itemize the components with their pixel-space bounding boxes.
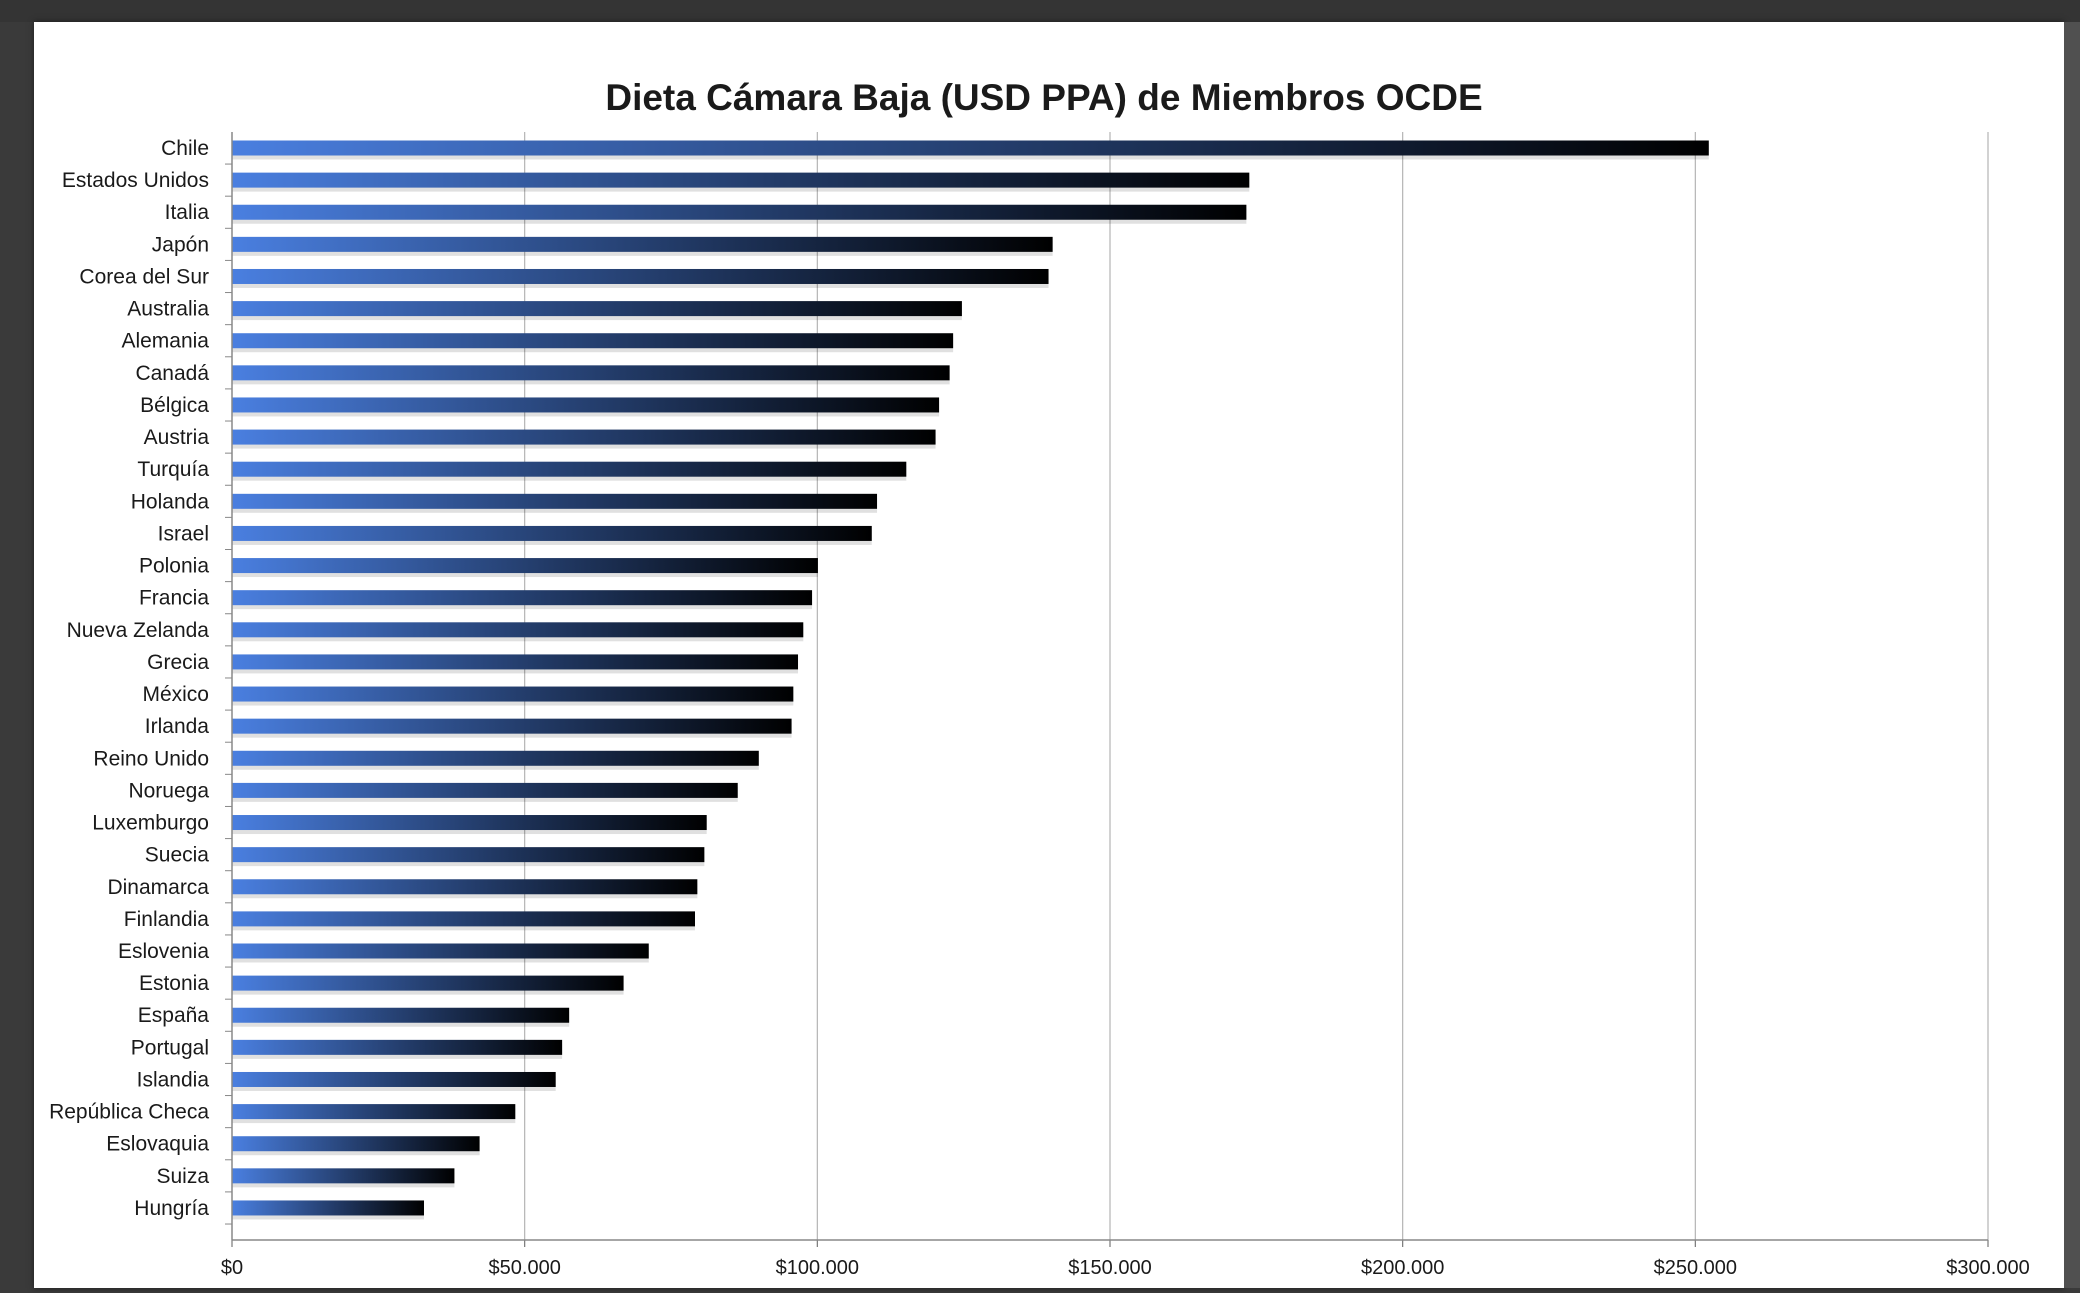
category-label: México [142, 683, 209, 706]
category-label: España [138, 1004, 210, 1027]
bar [232, 622, 804, 638]
category-label: Dinamarca [107, 876, 209, 899]
bar [232, 558, 818, 574]
category-label: Suecia [145, 844, 210, 867]
category-label: Italia [165, 201, 210, 224]
category-label: Polonia [139, 555, 209, 578]
bars [232, 140, 1709, 1220]
category-label: Eslovenia [118, 940, 209, 963]
category-label: Eslovaquia [106, 1133, 209, 1156]
bar [232, 1039, 563, 1055]
bar [232, 140, 1709, 156]
category-label: Finlandia [124, 908, 210, 931]
bar [232, 815, 707, 831]
bar [232, 1168, 455, 1184]
category-label: Islandia [137, 1068, 210, 1091]
bar [232, 365, 950, 381]
y-axis-labels: Chile Estados Unidos Italia Japón Corea del … [49, 137, 209, 1220]
bar [232, 847, 705, 863]
bar [232, 1200, 424, 1216]
x-tick-label: $300.000 [1946, 1257, 2029, 1279]
bar [232, 397, 940, 413]
bar [232, 268, 1049, 284]
bar [232, 461, 907, 477]
bar [232, 493, 878, 509]
x-tick-label: $50.000 [489, 1257, 561, 1279]
category-label: Irlanda [145, 715, 210, 738]
category-label: Hungría [134, 1197, 209, 1220]
bar [232, 429, 936, 445]
window-top-bar [0, 0, 2080, 22]
bar [232, 943, 649, 959]
bar [232, 204, 1247, 220]
bar [232, 333, 954, 349]
gridlines [524, 132, 1989, 1240]
category-label: Estados Unidos [62, 169, 209, 192]
category-label: Luxemburgo [92, 812, 209, 835]
category-label: Francia [139, 587, 209, 610]
category-label: Estonia [139, 972, 209, 995]
category-label: Chile [161, 137, 209, 160]
category-label: Australia [127, 298, 209, 321]
bar [232, 718, 792, 734]
category-label: Israel [158, 522, 209, 545]
category-label: Reino Unido [93, 747, 209, 770]
bar [232, 750, 759, 766]
bar [232, 525, 872, 541]
bar [232, 975, 624, 991]
x-tick-label: $200.000 [1361, 1257, 1444, 1279]
bar [232, 654, 799, 670]
category-label: Grecia [147, 651, 209, 674]
bar [232, 1007, 570, 1023]
category-label: Austria [144, 426, 210, 449]
category-label: República Checa [49, 1101, 209, 1124]
bar [232, 301, 962, 317]
bar [232, 686, 794, 702]
bar [232, 1104, 516, 1120]
bar [232, 172, 1250, 188]
bar [232, 911, 695, 927]
category-label: Portugal [131, 1036, 209, 1059]
bar [232, 879, 698, 895]
category-label: Noruega [128, 779, 209, 802]
x-tick-label: $250.000 [1654, 1257, 1737, 1279]
chart-title: Dieta Cámara Baja (USD PPA) de Miembros … [605, 77, 1482, 118]
category-label: Nueva Zelanda [67, 619, 210, 642]
x-tick-label: $150.000 [1068, 1257, 1151, 1279]
category-label: Corea del Sur [79, 265, 209, 288]
bar [232, 1136, 480, 1152]
window-right-edge [2064, 22, 2080, 1288]
category-label: Alemania [121, 330, 209, 353]
bar [232, 1071, 556, 1087]
bar [232, 590, 813, 606]
category-label: Bélgica [140, 394, 209, 417]
category-label: Holanda [131, 490, 210, 513]
bar [232, 782, 738, 798]
category-label: Japón [152, 233, 209, 256]
x-tick-label: $100.000 [776, 1257, 859, 1279]
x-tick-label: $0 [221, 1257, 243, 1279]
category-label: Turquía [137, 458, 209, 481]
chart-slide: Dieta Cámara Baja (USD PPA) de Miembros … [34, 22, 2064, 1288]
x-axis: $0 $50.000 $100.000 $150.000 $200.000 $250.00… [221, 132, 2030, 1279]
bar-chart: Dieta Cámara Baja (USD PPA) de Miembros … [49, 77, 2030, 1279]
category-label: Suiza [156, 1165, 209, 1188]
bar [232, 236, 1053, 252]
category-label: Canadá [135, 362, 209, 385]
